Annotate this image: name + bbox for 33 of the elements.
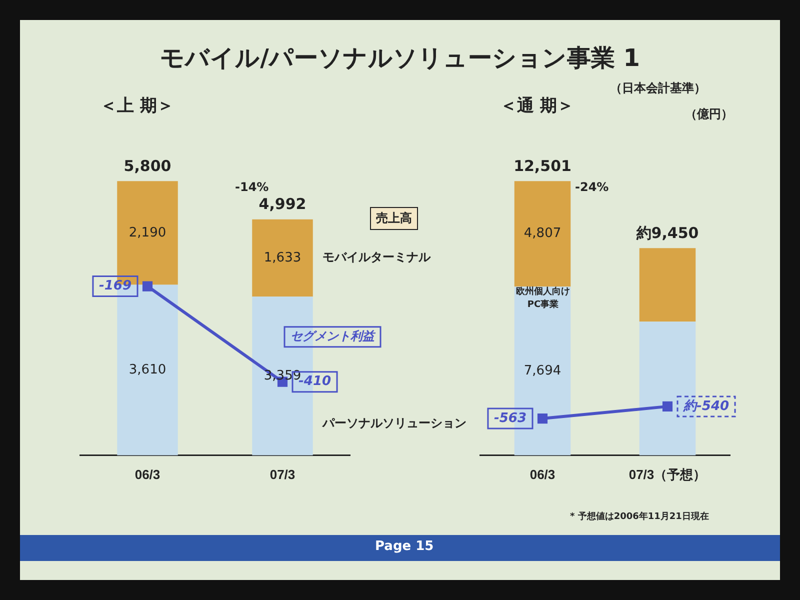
chart-subtitle: ＜通 期＞	[500, 95, 574, 117]
annotation: -24%	[575, 180, 609, 194]
bar	[252, 219, 313, 297]
text: * 予想値は2006年11月21日現在	[570, 510, 709, 523]
data-label: 約-540	[682, 398, 730, 414]
total-label: 4,992	[258, 195, 306, 214]
bar	[639, 248, 696, 322]
chart-subtitle: ＜上 期＞	[100, 95, 174, 117]
text: モバイル/パーソナルソリューション事業 1	[159, 43, 641, 74]
data-label: 7,694	[524, 363, 562, 378]
text: セグメント利益	[290, 328, 376, 343]
total-label: 12,501	[514, 157, 572, 176]
text: （億円）	[685, 106, 733, 123]
x-tick-label: 07/3	[270, 466, 296, 482]
total-label: 約9,450	[635, 224, 699, 242]
series-label: モバイルターミナル	[322, 250, 432, 264]
x-tick-label: 07/3（予想）	[628, 466, 706, 482]
data-label: -169	[98, 278, 132, 294]
x-tick-label: 06/3	[530, 466, 556, 482]
data-label: 2,190	[128, 225, 166, 240]
text: （日本会計基準）	[610, 80, 706, 97]
series-label: パーソナルソリューション	[322, 416, 466, 430]
total-label: 5,800	[124, 157, 172, 176]
annotation: -14%	[235, 180, 269, 194]
bar	[514, 181, 571, 287]
text: Page 15	[375, 539, 434, 554]
annotation: 欧州個人向けPC事業	[515, 285, 571, 311]
data-label: 1,633	[264, 250, 302, 266]
data-label: 3,610	[128, 362, 166, 378]
x-tick-label: 06/3	[134, 466, 160, 482]
data-label: 4,807	[524, 226, 562, 242]
data-label: -563	[494, 410, 527, 426]
text: 売上高	[370, 207, 418, 230]
